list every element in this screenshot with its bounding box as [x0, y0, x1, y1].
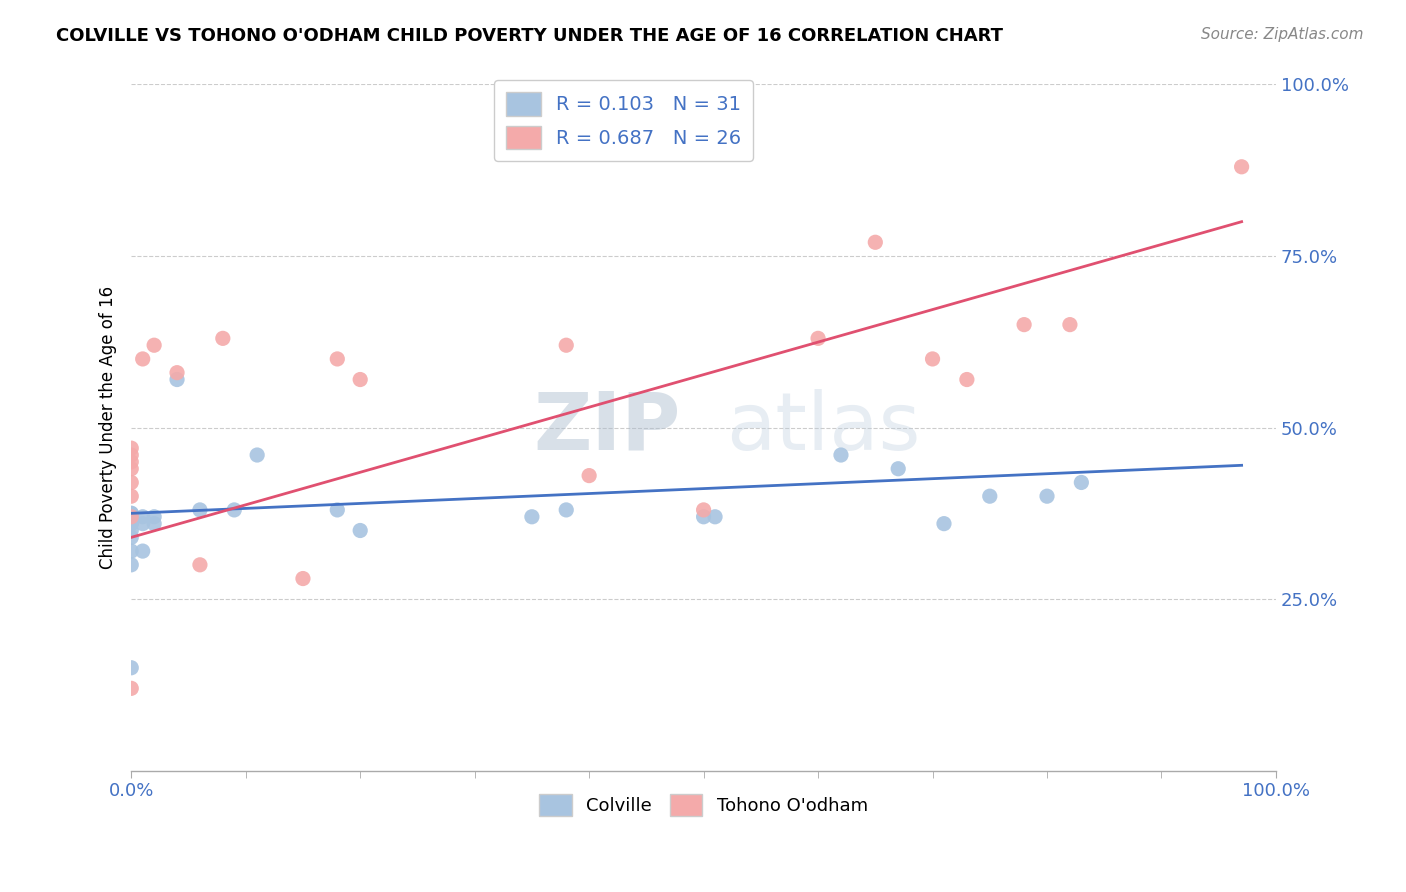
Point: [120, 475, 142, 490]
Point: [865, 235, 887, 250]
Point: [120, 507, 142, 521]
Point: [120, 681, 142, 696]
Point: [120, 524, 142, 538]
Point: [1012, 318, 1035, 332]
Point: [921, 351, 943, 366]
Point: [120, 441, 142, 455]
Point: [578, 468, 600, 483]
Point: [120, 661, 142, 675]
Point: [131, 509, 153, 524]
Point: [120, 507, 142, 521]
Point: [224, 503, 246, 517]
Point: [131, 544, 153, 558]
Point: [555, 338, 578, 352]
Point: [120, 516, 142, 531]
Point: [887, 461, 910, 475]
Point: [932, 516, 955, 531]
Point: [830, 448, 852, 462]
Point: [807, 331, 830, 345]
Point: [349, 524, 371, 538]
Point: [326, 503, 349, 517]
Point: [1059, 318, 1081, 332]
Text: Source: ZipAtlas.com: Source: ZipAtlas.com: [1201, 27, 1364, 42]
Text: ZIP: ZIP: [533, 389, 681, 467]
Point: [704, 509, 727, 524]
Point: [143, 509, 166, 524]
Point: [120, 509, 142, 524]
Point: [956, 372, 979, 386]
Point: [555, 503, 578, 517]
Point: [246, 448, 269, 462]
Point: [326, 351, 349, 366]
Point: [1230, 160, 1253, 174]
Point: [120, 461, 142, 475]
Point: [211, 331, 233, 345]
Point: [120, 455, 142, 469]
Point: [166, 366, 188, 380]
Text: atlas: atlas: [727, 389, 921, 467]
Point: [349, 372, 371, 386]
Point: [1036, 489, 1059, 503]
Point: [1070, 475, 1092, 490]
Point: [131, 351, 153, 366]
Point: [188, 503, 211, 517]
Point: [120, 558, 142, 572]
Point: [143, 516, 166, 531]
Point: [120, 509, 142, 524]
Point: [166, 372, 188, 386]
Text: COLVILLE VS TOHONO O'ODHAM CHILD POVERTY UNDER THE AGE OF 16 CORRELATION CHART: COLVILLE VS TOHONO O'ODHAM CHILD POVERTY…: [56, 27, 1004, 45]
Point: [692, 509, 714, 524]
Point: [520, 509, 543, 524]
Point: [692, 503, 714, 517]
Point: [120, 544, 142, 558]
Point: [979, 489, 1001, 503]
Y-axis label: Child Poverty Under the Age of 16: Child Poverty Under the Age of 16: [100, 286, 117, 569]
Point: [131, 516, 153, 531]
Point: [120, 489, 142, 503]
Point: [291, 572, 314, 586]
Legend: Colville, Tohono O'odham: Colville, Tohono O'odham: [531, 787, 876, 823]
Point: [120, 516, 142, 531]
Point: [188, 558, 211, 572]
Point: [120, 448, 142, 462]
Point: [143, 338, 166, 352]
Point: [120, 530, 142, 544]
